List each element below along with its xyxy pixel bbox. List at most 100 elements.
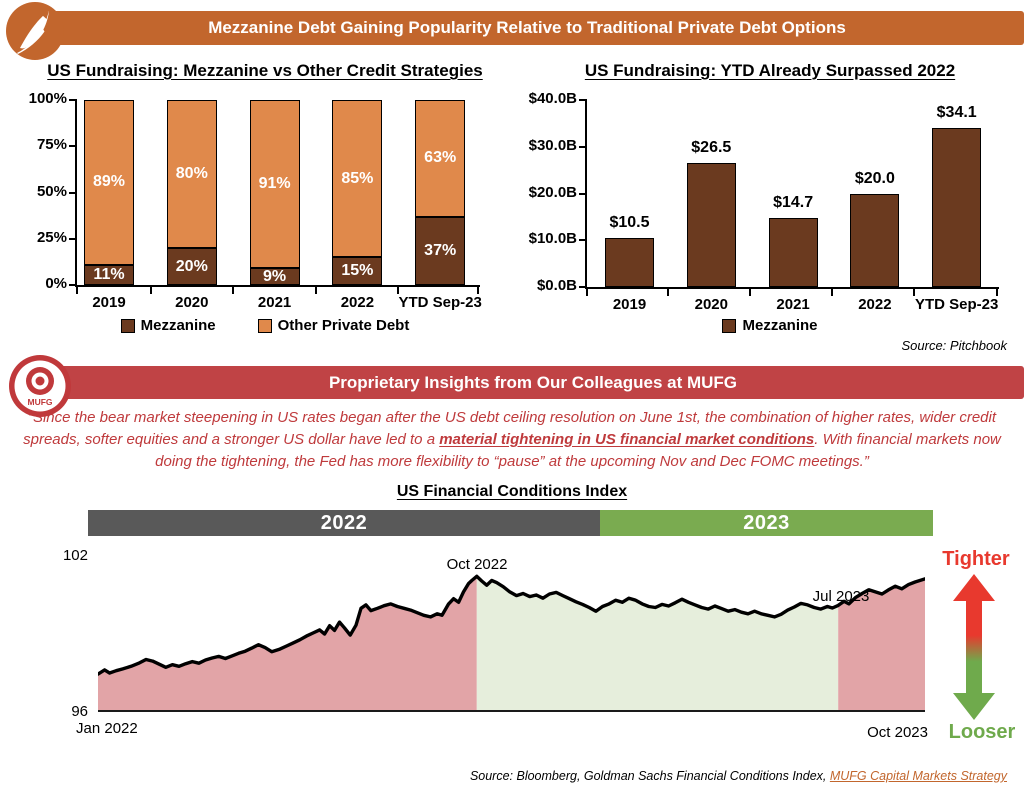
pitchbook-source: Source: Pitchbook xyxy=(901,338,1007,353)
bar-segment-mezzanine: 11% xyxy=(84,264,134,285)
bar-segment-other-private-debt: 85% xyxy=(332,100,383,258)
right-chart-legend: Mezzanine xyxy=(520,317,1020,334)
bar-value-label: $10.5 xyxy=(609,213,650,231)
left-chart-title: US Fundraising: Mezzanine vs Other Credi… xyxy=(47,61,483,80)
x-axis-label: YTD Sep-23 xyxy=(915,296,999,313)
fci-line-chart xyxy=(98,574,925,712)
legend-label-other-private-debt: Other Private Debt xyxy=(277,317,410,334)
feather-icon xyxy=(6,2,64,60)
y-axis-label: $0.0B xyxy=(536,277,577,294)
y-axis-label: $20.0B xyxy=(528,183,577,201)
fci-x-end-label: Oct 2023 xyxy=(867,724,928,741)
x-axis-tick xyxy=(76,285,78,294)
right-chart-title: US Fundraising: YTD Already Surpassed 20… xyxy=(584,61,956,80)
x-axis-label: 2020 xyxy=(175,294,209,311)
bar-mezzanine xyxy=(768,218,818,287)
left-chart-legend: Mezzanine Other Private Debt xyxy=(25,317,505,334)
x-axis-label: 2022 xyxy=(340,294,375,311)
insights-banner: Proprietary Insights from Our Colleagues… xyxy=(42,366,1024,399)
y-axis-tick xyxy=(69,284,77,286)
legend-swatch-mezzanine-right-icon xyxy=(722,318,737,333)
y-axis-label: 0% xyxy=(45,275,67,292)
x-axis-label: 2020 xyxy=(694,296,728,313)
tighter-label: Tighter xyxy=(942,548,1010,570)
fci-x-start-label: Jan 2022 xyxy=(76,720,138,737)
x-axis-tick xyxy=(397,285,399,294)
x-axis-tick xyxy=(667,287,669,296)
bar-segment-mezzanine: 15% xyxy=(332,257,383,285)
x-axis-label: 2022 xyxy=(858,296,892,313)
x-axis-tick xyxy=(749,287,751,296)
period-band-2022: 2022 xyxy=(88,510,601,536)
fci-source-link[interactable]: MUFG Capital Markets Strategy xyxy=(829,769,1007,783)
bar-segment-mezzanine: 37% xyxy=(415,216,466,285)
y-axis-tick xyxy=(69,145,77,148)
left-chart-plot: 11% 89% 2019 20% 80% 2020 9% 91% 2021 15% 85% 2022 3… xyxy=(29,90,482,311)
annotation-oct-2022: Oct 2022 xyxy=(446,556,508,573)
quote-text-highlight: material tightening in US financial mark… xyxy=(439,430,815,448)
quote-text-after: . With financial markets now doing the t… xyxy=(155,430,1001,470)
fci-period-band: 2022 2023 xyxy=(88,510,933,536)
y-axis-tick xyxy=(579,99,587,101)
y-axis-tick xyxy=(69,237,77,240)
y-axis-label: $30.0B xyxy=(528,136,577,154)
y-axis-label: 75% xyxy=(36,136,67,154)
bar-segment-other-private-debt: 89% xyxy=(84,100,134,265)
bar-segment-mezzanine: 20% xyxy=(166,248,217,285)
annotation-jul-2023: Jul 2023 xyxy=(812,588,870,605)
legend-label-mezzanine-right: Mezzanine xyxy=(742,317,818,334)
period-band-2023: 2023 xyxy=(600,510,933,536)
y-axis-label: $10.0B xyxy=(528,230,577,248)
y-axis-tick xyxy=(579,145,587,148)
fci-line xyxy=(98,574,925,676)
fci-area-tightening-again xyxy=(838,578,925,711)
x-axis-label: 2021 xyxy=(257,294,292,311)
legend-swatch-other-icon xyxy=(257,318,272,333)
top-banner-title: Mezzanine Debt Gaining Popularity Relati… xyxy=(208,18,846,37)
top-banner: Mezzanine Debt Gaining Popularity Relati… xyxy=(30,11,1024,45)
x-axis-tick xyxy=(996,287,998,296)
fci-source-plain: Source: Bloomberg, Goldman Sachs Financi… xyxy=(469,769,830,783)
x-axis-label: 2019 xyxy=(612,296,647,313)
quote-text-before: “Since the bear market steepening in US … xyxy=(23,409,997,448)
y-axis-label: 100% xyxy=(28,90,67,107)
x-axis-label: 2021 xyxy=(776,296,810,313)
fci-chart-title: US Financial Conditions Index xyxy=(396,483,628,500)
looser-label: Looser xyxy=(948,721,1016,743)
y-axis-label: 25% xyxy=(36,228,67,246)
legend-item-mezzanine-right: Mezzanine xyxy=(722,317,818,334)
y-axis-tick xyxy=(69,99,77,101)
x-axis-label: YTD Sep-23 xyxy=(398,294,482,311)
mufg-logo-text: MUFG xyxy=(27,397,52,407)
bar-mezzanine xyxy=(932,127,982,287)
bar-segment-other-private-debt: 63% xyxy=(415,100,466,217)
bar-segment-other-private-debt: 91% xyxy=(249,100,300,269)
insights-banner-title: Proprietary Insights from Our Colleagues… xyxy=(328,372,738,392)
y-axis-label: 50% xyxy=(36,182,67,200)
bar-segment-other-private-debt: 80% xyxy=(166,100,217,248)
legend-swatch-mezzanine-icon xyxy=(120,318,135,333)
fci-area-loosening-2023 xyxy=(476,576,839,711)
mufg-target-icon: MUFG xyxy=(9,355,71,417)
legend-item-mezzanine: Mezzanine xyxy=(120,317,216,334)
y-axis-tick xyxy=(579,239,587,242)
fci-ymin-label: 96 xyxy=(71,703,88,720)
y-axis-tick xyxy=(579,192,587,195)
bar-mezzanine xyxy=(850,193,900,287)
bar-value-label: $26.5 xyxy=(691,139,732,157)
bar-mezzanine xyxy=(605,237,654,287)
mufg-logo: MUFG xyxy=(8,354,72,418)
x-axis-tick xyxy=(232,285,234,294)
x-axis-tick xyxy=(913,287,915,296)
fci-source: Source: Bloomberg, Goldman Sachs Financi… xyxy=(470,769,1007,783)
bar-segment-mezzanine: 9% xyxy=(249,268,300,285)
x-axis-tick xyxy=(477,285,479,294)
x-axis-tick xyxy=(586,287,588,296)
fci-area-tightening-2022 xyxy=(98,576,477,711)
y-axis-tick xyxy=(579,286,587,288)
x-axis-tick xyxy=(315,285,317,294)
legend-item-other-private-debt: Other Private Debt xyxy=(257,317,410,334)
y-axis-tick xyxy=(69,191,77,194)
bar-value-label: $34.1 xyxy=(936,103,977,121)
